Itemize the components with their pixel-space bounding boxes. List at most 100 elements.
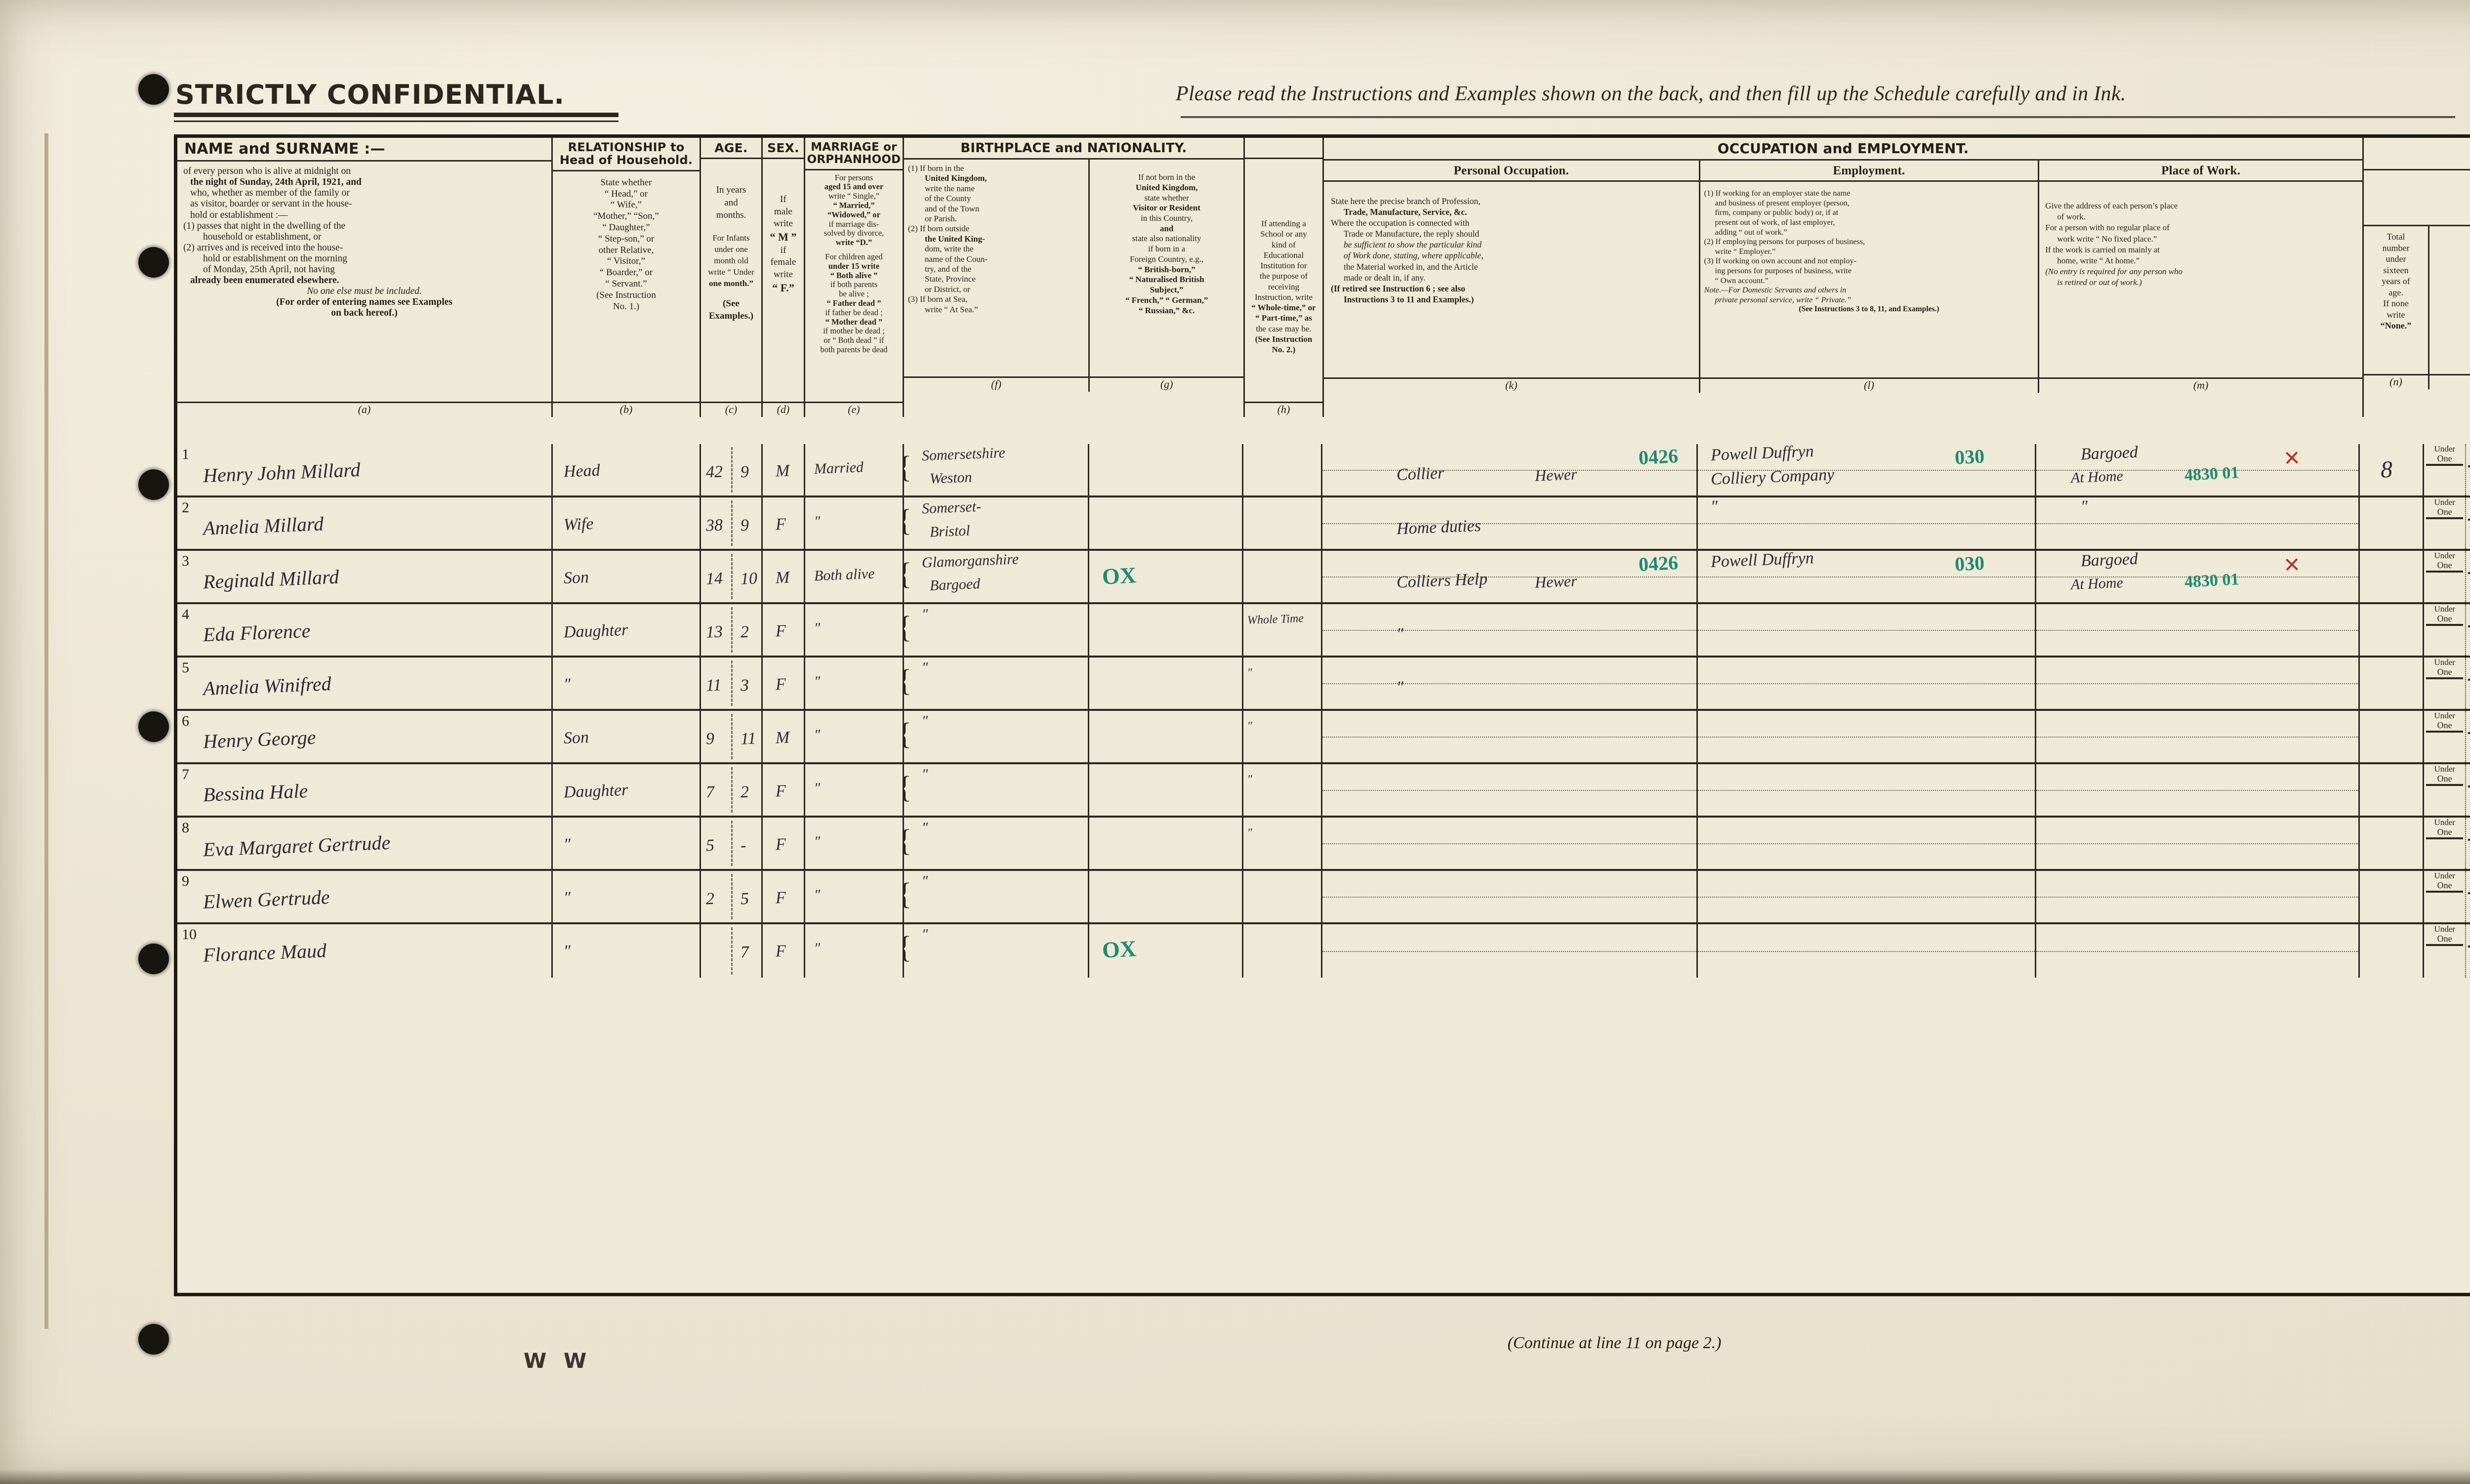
cell-name-surname[interactable]: 2 Amelia Millard bbox=[177, 497, 553, 549]
cell-name-surname[interactable]: 5 Amelia Winifred bbox=[177, 658, 553, 709]
age-cell-under-one[interactable]: Under One bbox=[2424, 924, 2467, 978]
cell-name-surname[interactable]: 7 Bessina Hale bbox=[177, 764, 553, 816]
cell-child-age-crosses[interactable]: UnderOne.1.2.3.4.5.6.7.8.9.10.11.12.13.1… bbox=[2424, 497, 2470, 549]
cell-place-of-work[interactable] bbox=[2036, 658, 2360, 709]
cell-employment[interactable] bbox=[1698, 764, 2036, 816]
cell-marriage-orphanhood[interactable]: ″ bbox=[805, 497, 904, 549]
cell-education[interactable]: Whole Time bbox=[1243, 604, 1322, 656]
cell-name-surname[interactable]: 6 Henry George bbox=[177, 711, 553, 762]
cell-personal-occupation[interactable] bbox=[1322, 871, 1698, 922]
age-cell-under-one[interactable]: Under One bbox=[2424, 551, 2467, 602]
age-cell-1[interactable]: .1 bbox=[2466, 658, 2470, 709]
cell-employment[interactable] bbox=[1698, 711, 2036, 762]
cell-nationality[interactable] bbox=[1089, 764, 1243, 816]
cell-birthplace[interactable]: {Somersetshire Weston bbox=[904, 444, 1089, 495]
cell-total-children[interactable] bbox=[2360, 871, 2424, 922]
cell-employment[interactable] bbox=[1698, 658, 2036, 709]
cell-education[interactable]: ″ bbox=[1243, 818, 1322, 869]
cell-sex[interactable]: F bbox=[763, 604, 805, 656]
cell-relationship[interactable]: ″ bbox=[553, 924, 701, 978]
cell-nationality[interactable]: OX bbox=[1089, 924, 1243, 978]
cell-nationality[interactable] bbox=[1089, 658, 1243, 709]
table-row[interactable]: 3 Reginald Millard Son 14 10 M Both alive {Glam… bbox=[177, 551, 2470, 604]
cell-relationship[interactable]: Daughter bbox=[553, 764, 701, 816]
cell-birthplace[interactable]: {″ bbox=[904, 871, 1089, 922]
cell-place-of-work[interactable] bbox=[2036, 604, 2360, 656]
cell-employment[interactable]: Powell Duffryn Colliery Company 030 bbox=[1698, 444, 2036, 495]
cell-education[interactable]: ″ bbox=[1243, 658, 1322, 709]
cell-personal-occupation[interactable]: Colliers Help Hewer 0426 bbox=[1322, 551, 1698, 602]
cell-sex[interactable]: M bbox=[763, 551, 805, 602]
cell-sex[interactable]: F bbox=[763, 658, 805, 709]
age-cell-under-one[interactable]: Under One bbox=[2424, 658, 2467, 709]
cell-total-children[interactable] bbox=[2360, 658, 2424, 709]
cell-name-surname[interactable]: 1 Henry John Millard bbox=[177, 444, 553, 495]
cell-name-surname[interactable]: 9 Elwen Gertrude bbox=[177, 871, 553, 922]
cell-birthplace[interactable]: {″ bbox=[904, 924, 1089, 978]
cell-place-of-work[interactable] bbox=[2036, 764, 2360, 816]
cell-employment[interactable]: ″ bbox=[1698, 497, 2036, 549]
cell-sex[interactable]: M bbox=[763, 711, 805, 762]
cell-relationship[interactable]: Head bbox=[553, 444, 701, 495]
cell-name-surname[interactable]: 8 Eva Margaret Gertrude bbox=[177, 818, 553, 869]
cell-nationality[interactable]: OX bbox=[1089, 551, 1243, 602]
cell-birthplace[interactable]: {Glamorganshire Bargoed bbox=[904, 551, 1089, 602]
cell-relationship[interactable]: ″ bbox=[553, 818, 701, 869]
cell-sex[interactable]: M bbox=[763, 444, 805, 495]
cell-sex[interactable]: F bbox=[763, 818, 805, 869]
cell-personal-occupation[interactable] bbox=[1322, 764, 1698, 816]
cell-nationality[interactable] bbox=[1089, 604, 1243, 656]
cell-place-of-work[interactable] bbox=[2036, 818, 2360, 869]
cell-marriage-orphanhood[interactable]: ″ bbox=[805, 818, 904, 869]
cell-total-children[interactable] bbox=[2360, 497, 2424, 549]
cell-employment[interactable] bbox=[1698, 604, 2036, 656]
cell-marriage-orphanhood[interactable]: ″ bbox=[805, 711, 904, 762]
table-row[interactable]: 2 Amelia Millard Wife 38 9 F ″ {Somerset- Bristo… bbox=[177, 497, 2470, 551]
cell-name-surname[interactable]: 4 Eda Florence bbox=[177, 604, 553, 656]
cell-relationship[interactable]: Wife bbox=[553, 497, 701, 549]
cell-sex[interactable]: F bbox=[763, 871, 805, 922]
cell-personal-occupation[interactable]: Home duties bbox=[1322, 497, 1698, 549]
age-cell-1[interactable]: .1 bbox=[2466, 871, 2470, 922]
cell-age[interactable]: 5- bbox=[701, 818, 763, 869]
cell-child-age-crosses[interactable]: UnderOne.1.2.3.4.5.6.7.8.9.10.11.12.13.1… bbox=[2424, 658, 2470, 709]
cell-marriage-orphanhood[interactable]: ″ bbox=[805, 604, 904, 656]
cell-nationality[interactable] bbox=[1089, 818, 1243, 869]
cell-child-age-crosses[interactable]: UnderOne.1.2.3.4.5.6.7.8.9.10.11.12.13.1… bbox=[2424, 764, 2470, 816]
cell-nationality[interactable] bbox=[1089, 711, 1243, 762]
cell-child-age-crosses[interactable]: UnderOne.1.2.3.4.5.6.7.8.9.10.11.12.13.1… bbox=[2424, 551, 2470, 602]
cell-child-age-crosses[interactable]: UnderOne.1.2.3.4.5.6.7.8.9.10.11.12.13.1… bbox=[2424, 711, 2470, 762]
cell-relationship[interactable]: ″ bbox=[553, 658, 701, 709]
cell-employment[interactable]: Powell Duffryn 030 bbox=[1698, 551, 2036, 602]
cell-place-of-work[interactable] bbox=[2036, 711, 2360, 762]
age-cell-1[interactable]: .1 bbox=[2466, 764, 2470, 816]
cell-education[interactable]: ″ bbox=[1243, 764, 1322, 816]
cell-marriage-orphanhood[interactable]: ″ bbox=[805, 764, 904, 816]
cell-personal-occupation[interactable]: ″ bbox=[1322, 604, 1698, 656]
cell-name-surname[interactable]: 10 Florance Maud bbox=[177, 924, 553, 978]
age-cell-1[interactable]: .1 bbox=[2466, 711, 2470, 762]
cell-place-of-work[interactable]: ″ bbox=[2036, 497, 2360, 549]
age-cell-1[interactable]: .1 bbox=[2466, 818, 2470, 869]
cell-relationship[interactable]: Son bbox=[553, 711, 701, 762]
age-cell-under-one[interactable]: Under One bbox=[2424, 871, 2467, 922]
cell-education[interactable] bbox=[1243, 497, 1322, 549]
cell-age[interactable]: 7 bbox=[701, 924, 763, 978]
cell-total-children[interactable] bbox=[2360, 604, 2424, 656]
age-cell-1[interactable]: .1 bbox=[2466, 604, 2470, 656]
cell-total-children[interactable] bbox=[2360, 711, 2424, 762]
cell-personal-occupation[interactable]: ″ bbox=[1322, 658, 1698, 709]
cell-place-of-work[interactable]: Bargoed At Home 4830 01 ✕ bbox=[2036, 551, 2360, 602]
age-cell-under-one[interactable]: Under One bbox=[2424, 604, 2467, 656]
cell-age[interactable]: 42 9 bbox=[701, 444, 763, 495]
cell-total-children[interactable] bbox=[2360, 924, 2424, 978]
cell-total-children[interactable]: 8 bbox=[2360, 444, 2424, 495]
cell-nationality[interactable] bbox=[1089, 871, 1243, 922]
